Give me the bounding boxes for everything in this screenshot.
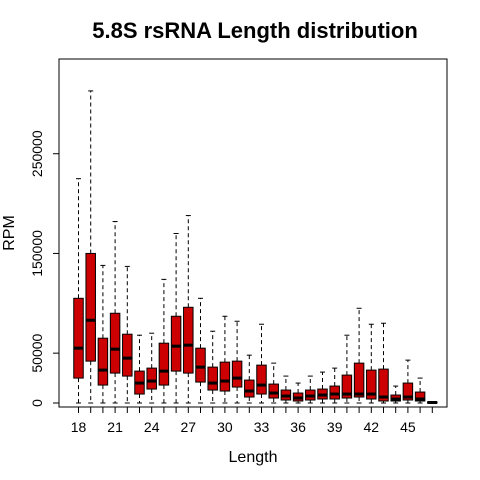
box-32: [244, 354, 255, 404]
x-axis: 18 21 24 27 30 33 36 39 42 45: [71, 406, 433, 435]
box-38: [317, 371, 328, 404]
y-tick-label: 50000: [29, 333, 45, 372]
box-18: [73, 178, 84, 404]
box-body: [195, 347, 206, 383]
box-body: [207, 366, 218, 391]
box-body: [341, 374, 353, 399]
x-tick-label: 42: [364, 419, 380, 435]
box-23: [134, 334, 145, 404]
x-tick-label: 36: [290, 419, 306, 435]
box-36: [292, 382, 304, 404]
box-body: [73, 297, 84, 379]
box-body: [146, 367, 157, 390]
x-tick-label: 30: [217, 419, 233, 435]
box-20: [97, 264, 109, 404]
box-body: [109, 312, 121, 374]
y-tick-label: 0: [29, 399, 45, 407]
box-42: [366, 323, 377, 404]
box-41: [353, 307, 365, 404]
box-40: [341, 334, 353, 404]
x-tick-label: 45: [400, 419, 416, 435]
x-tick-label: 18: [71, 419, 87, 435]
box-body: [122, 333, 133, 377]
y-tick-label: 150000: [29, 230, 45, 277]
box-39: [329, 367, 340, 404]
box-30: [219, 315, 231, 404]
box-37: [305, 375, 316, 404]
boxes-group: [73, 90, 438, 405]
box-45: [402, 359, 414, 404]
box-31: [231, 320, 243, 404]
box-44: [390, 385, 401, 404]
box-body: [158, 342, 170, 386]
box-body: [366, 369, 377, 400]
box-body: [231, 360, 243, 388]
y-axis-label: RPM: [1, 215, 18, 251]
box-29: [207, 330, 218, 404]
box-21: [109, 221, 121, 404]
x-tick-label: 21: [107, 419, 123, 435]
x-tick-label: 27: [181, 419, 197, 435]
box-body: [244, 379, 255, 398]
box-34: [268, 362, 279, 404]
box-body: [219, 361, 231, 392]
box-body: [183, 306, 194, 374]
x-tick-label: 33: [254, 419, 270, 435]
y-axis: 0 50000 150000 250000: [29, 130, 60, 407]
x-tick-label: 24: [144, 419, 160, 435]
box-25: [158, 278, 170, 404]
box-body: [378, 368, 389, 402]
box-27: [183, 215, 194, 404]
box-body: [414, 391, 426, 402]
box-body: [402, 382, 414, 401]
y-tick-label: 250000: [29, 130, 45, 177]
box-22: [122, 265, 133, 404]
chart-title: 5.8S rsRNA Length distribution: [92, 18, 418, 43]
box-47: [427, 401, 438, 405]
box-body: [268, 383, 279, 399]
box-body: [170, 315, 182, 372]
box-24: [146, 332, 157, 404]
x-axis-label: Length: [229, 449, 278, 466]
box-body: [256, 364, 267, 395]
box-26: [170, 232, 182, 404]
box-19: [85, 90, 96, 404]
box-33: [256, 323, 267, 404]
x-tick-label: 39: [327, 419, 343, 435]
box-body: [85, 252, 96, 362]
box-28: [195, 297, 206, 404]
box-43: [378, 322, 389, 404]
box-body: [97, 337, 109, 386]
box-46: [414, 377, 426, 404]
box-body: [353, 362, 365, 398]
box-35: [280, 375, 292, 404]
